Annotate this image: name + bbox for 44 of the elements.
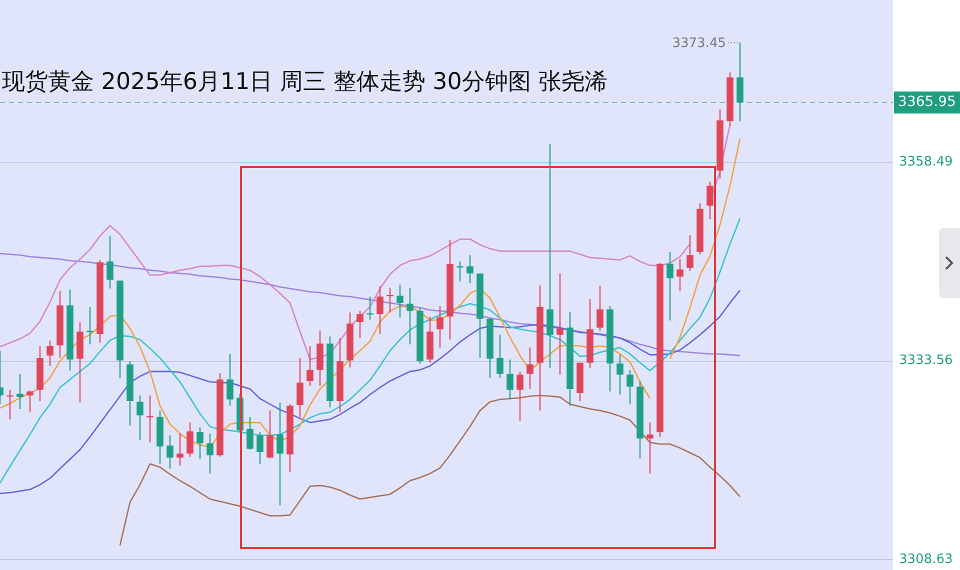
candlestick [106,235,114,290]
candlestick [196,426,204,460]
candlestick [176,433,184,466]
candlestick [556,272,564,376]
candlestick [46,340,54,367]
candlestick [526,346,534,390]
candlestick [626,369,634,405]
candlestick [296,357,304,418]
candlestick [396,284,404,318]
candlestick [256,431,264,465]
candlestick [356,310,364,339]
candlestick [376,286,384,335]
candlestick [546,144,554,369]
candlestick [596,286,604,332]
ref-line-label: 3365.95 [898,94,956,110]
y-tick-label: 3333.56 [899,353,953,368]
candlestick [276,402,284,506]
candlestick [506,358,514,400]
candlestick [246,416,254,450]
text: 现货黄金 2025年6月11日 周三 整体走势 30分钟图 张尧浠 [2,68,608,97]
candlestick [306,345,314,386]
candlestick [166,434,174,470]
candlestick [516,370,524,422]
candlestick [676,258,684,292]
candlestick [136,394,144,441]
candlestick [226,353,234,406]
candlestick [16,373,24,410]
candlestick [406,287,414,345]
candlestick [206,433,214,474]
candlestick [666,251,674,322]
y-tick-label: 3308.63 [899,552,953,567]
candlestick [646,422,654,474]
candlestick [146,394,154,444]
y-tick-label: 3358.49 [899,154,953,170]
candlestick [436,306,444,348]
candlestick [186,422,194,458]
candlestick [26,390,34,413]
candlestick [266,410,274,459]
candlestick [706,181,714,220]
candlestick [686,234,694,272]
annotation: 3373.45 [672,36,726,52]
candlestick [616,354,624,396]
candlestick [496,334,504,378]
candlestick [466,254,474,284]
